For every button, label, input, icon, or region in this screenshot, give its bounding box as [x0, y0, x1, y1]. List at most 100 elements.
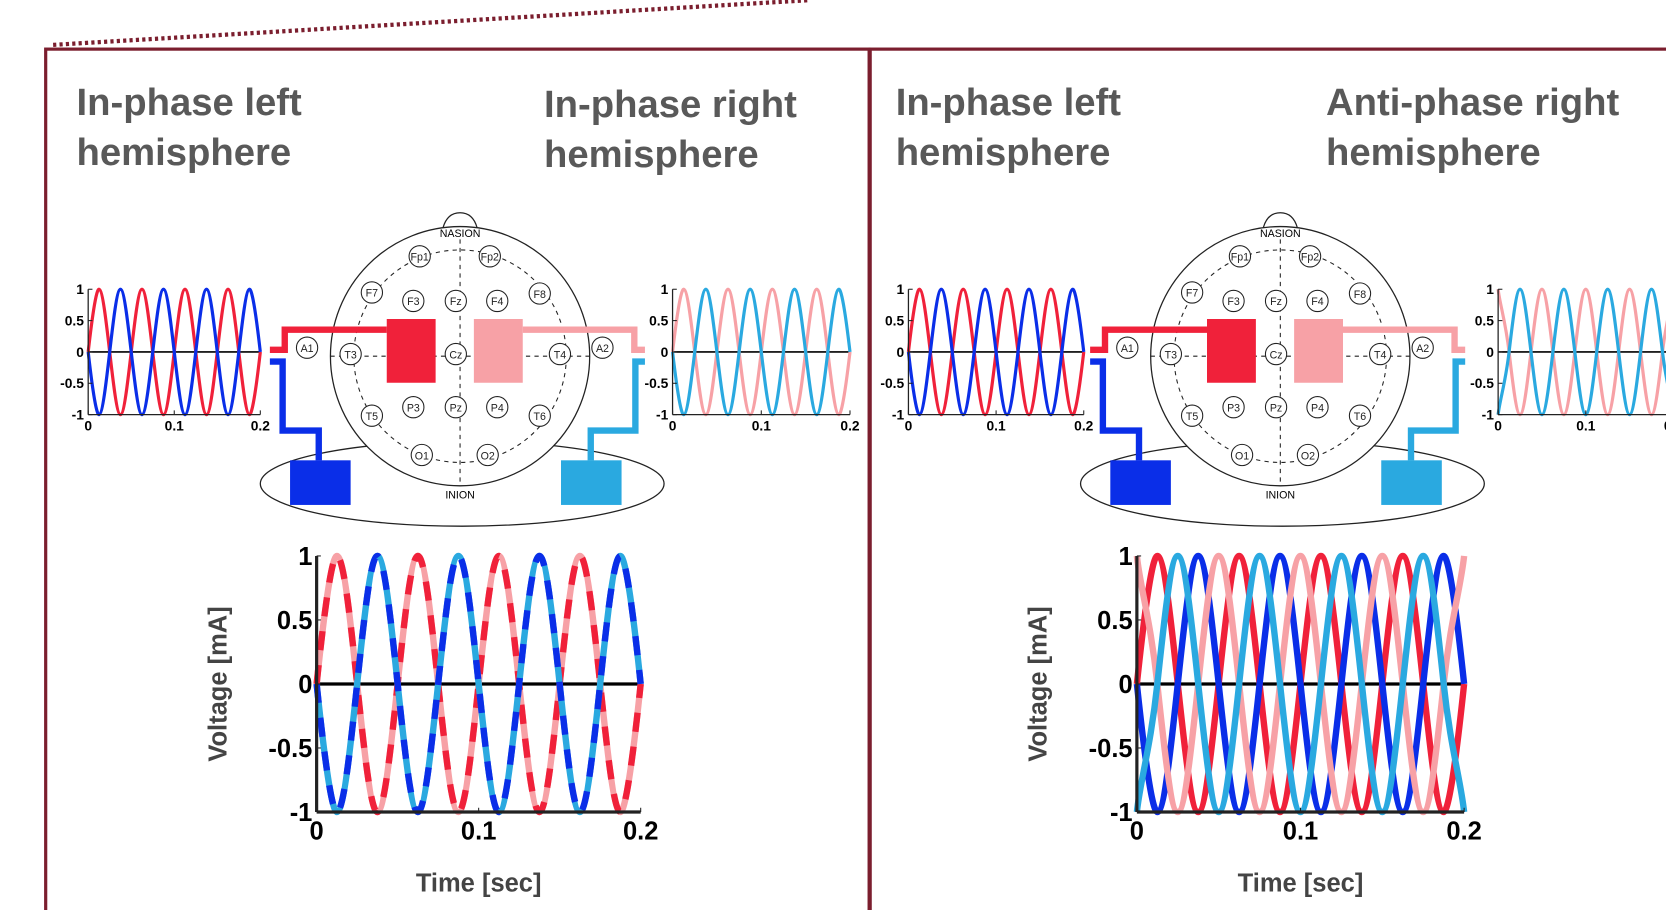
- electrode-label: T4: [554, 349, 566, 361]
- electrode-label: A2: [596, 343, 609, 355]
- electrode-pad: [1207, 319, 1256, 383]
- x-tick-label: 0: [84, 418, 92, 434]
- x-tick-label: 0.2: [623, 818, 658, 846]
- electrode-label: Pz: [450, 402, 462, 414]
- electrode-label: Fz: [1270, 296, 1282, 308]
- electrode-label: Cz: [1270, 349, 1283, 361]
- electrode-label: F4: [1311, 296, 1323, 308]
- panel-title: Anti-phase right: [1326, 81, 1620, 124]
- y-tick-label: 1: [897, 281, 905, 297]
- y-tick-label: -1: [1482, 406, 1495, 422]
- y-tick-label: 0: [661, 344, 669, 360]
- dotted-border: [53, 0, 807, 45]
- page: In-phase left hemisphere In-phase right hem…: [0, 0, 1666, 910]
- y-tick-label: 1: [661, 281, 669, 297]
- y-tick-label: -0.5: [880, 375, 904, 391]
- electrode-label: Fp2: [1301, 252, 1319, 264]
- wire: [270, 362, 319, 461]
- electrode-label: F3: [407, 296, 419, 308]
- electrode-label: A1: [301, 343, 314, 355]
- electrode-label: F7: [366, 288, 378, 300]
- y-tick-label: 0: [897, 344, 905, 360]
- x-tick-label: 0.1: [1576, 418, 1596, 434]
- y-tick-label: -0.5: [1089, 735, 1133, 763]
- panel-title: hemisphere: [896, 131, 1111, 174]
- y-tick-label: 0.5: [277, 607, 312, 635]
- x-tick-label: 0.1: [461, 818, 496, 846]
- electrode-label: T4: [1374, 349, 1386, 361]
- electrode-label: A2: [1416, 343, 1429, 355]
- y-axis-label: Voltage [mA]: [204, 606, 232, 761]
- panel-title: In-phase left: [896, 81, 1122, 124]
- electrode-label: F8: [1354, 289, 1366, 301]
- y-tick-label: 0.5: [1097, 607, 1132, 635]
- nose: [443, 213, 477, 228]
- panel-title: In-phase right: [544, 83, 797, 126]
- y-tick-label: -0.5: [268, 735, 312, 763]
- panel-title: hemisphere: [77, 131, 292, 174]
- electrode-label: T3: [344, 349, 356, 361]
- y-tick-label: 1: [1118, 543, 1132, 571]
- y-tick-label: -0.5: [60, 375, 84, 391]
- x-tick-label: 0.1: [165, 418, 185, 434]
- electrode-label: T3: [1165, 349, 1177, 361]
- y-tick-label: -0.5: [1470, 375, 1494, 391]
- x-tick-label: 0.2: [1074, 418, 1094, 434]
- y-tick-label: 0: [76, 344, 84, 360]
- electrode-pad: [1381, 460, 1442, 505]
- panel-title: hemisphere: [544, 133, 759, 176]
- electrode-pad: [1110, 460, 1171, 505]
- y-tick-label: -1: [892, 406, 905, 422]
- x-tick-label: 0: [905, 418, 913, 434]
- electrode-label: O1: [415, 450, 429, 462]
- electrode-pad: [561, 460, 622, 505]
- electrode-label: F3: [1227, 296, 1239, 308]
- nasion-label: NASION: [1260, 228, 1301, 240]
- electrode-label: Fp1: [1231, 252, 1249, 264]
- electrode-label: P3: [407, 402, 420, 414]
- electrode-label: F7: [1186, 288, 1198, 300]
- y-tick-label: 0.5: [649, 312, 669, 328]
- x-tick-label: 0.2: [251, 418, 271, 434]
- x-tick-label: 0: [310, 818, 324, 846]
- y-tick-label: 0.5: [1475, 312, 1495, 328]
- wire: [1090, 362, 1139, 461]
- electrode-label: T5: [1186, 411, 1198, 423]
- y-tick-label: 1: [76, 281, 84, 297]
- y-tick-label: 1: [298, 543, 312, 571]
- electrode-label: O1: [1235, 450, 1249, 462]
- x-tick-label: 0.1: [1283, 818, 1318, 846]
- x-tick-label: 0: [1494, 418, 1502, 434]
- electrode-label: Fp2: [481, 252, 499, 264]
- electrode-label: P3: [1227, 402, 1240, 414]
- y-tick-label: 0: [298, 671, 312, 699]
- electrode-label: O2: [1301, 450, 1315, 462]
- electrode-label: Fp1: [411, 252, 429, 264]
- x-axis-label: Time [sec]: [1238, 870, 1364, 898]
- inion-label: INION: [1266, 490, 1295, 502]
- wire: [591, 362, 645, 461]
- electrode-label: T5: [366, 411, 378, 423]
- electrode-pad: [290, 460, 351, 505]
- y-tick-label: 1: [1486, 281, 1494, 297]
- x-tick-label: 0.2: [840, 418, 860, 434]
- electrode-label: P4: [1311, 402, 1324, 414]
- electrode-label: T6: [534, 411, 546, 423]
- electrode-label: A1: [1121, 343, 1134, 355]
- y-tick-label: 0: [1118, 671, 1132, 699]
- wire: [1411, 362, 1465, 461]
- electrode-pad: [387, 319, 436, 383]
- electrode-label: O2: [481, 450, 495, 462]
- y-tick-label: 0: [1486, 344, 1494, 360]
- electrode-pad: [1294, 319, 1343, 383]
- y-tick-label: 0.5: [885, 312, 905, 328]
- x-axis-label: Time [sec]: [416, 870, 542, 898]
- electrode-label: F4: [491, 296, 503, 308]
- electrode-pad: [474, 319, 523, 383]
- x-tick-label: 0.2: [1446, 818, 1481, 846]
- x-tick-label: 0: [669, 418, 677, 434]
- electrode-label: Cz: [449, 349, 462, 361]
- panel-title: In-phase left: [77, 81, 303, 124]
- x-tick-label: 0.1: [987, 418, 1007, 434]
- x-tick-label: 0.1: [752, 418, 772, 434]
